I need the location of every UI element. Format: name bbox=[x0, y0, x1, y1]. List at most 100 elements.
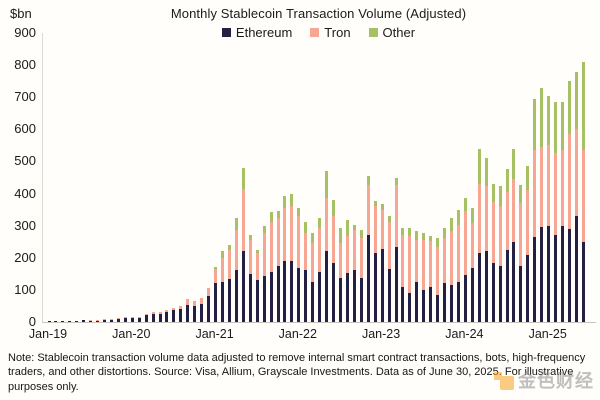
bar-jun-23-ethereum bbox=[415, 281, 419, 322]
footnote: Note: Stablecoin transaction volume data… bbox=[8, 352, 586, 393]
bar-jul-22-ethereum bbox=[338, 278, 342, 322]
bar-aug-23-tron bbox=[429, 241, 433, 287]
bar-jan-23-ethereum bbox=[380, 248, 384, 322]
bar-apr-22-ethereum bbox=[318, 271, 322, 322]
bar-jan-20-ethereum bbox=[130, 317, 134, 322]
bar-jun-25-other bbox=[581, 61, 585, 151]
bar-may-19-ethereum bbox=[75, 320, 79, 322]
bar-feb-25-ethereum bbox=[554, 235, 558, 322]
bar-feb-22-ethereum bbox=[304, 269, 308, 322]
bar-feb-21-tron bbox=[221, 257, 224, 282]
bar-sep-20-tron bbox=[186, 299, 190, 305]
bar-jul-20-ethereum bbox=[172, 309, 176, 322]
bar-mar-21-tron bbox=[227, 249, 231, 279]
bar-jul-20-tron bbox=[172, 307, 176, 310]
bar-jan-25-tron bbox=[547, 145, 551, 226]
bar-may-23-other bbox=[408, 227, 412, 237]
x-tick-jan-24: Jan-24 bbox=[445, 327, 484, 341]
y-tick-800: 800 bbox=[14, 57, 36, 73]
bar-feb-23-tron bbox=[387, 222, 391, 270]
bar-oct-24-tron bbox=[526, 190, 530, 255]
bar-nov-19-ethereum bbox=[116, 318, 120, 322]
bar-jun-20-tron bbox=[165, 310, 169, 313]
bar-may-25-other bbox=[574, 71, 578, 130]
bar-jul-24-other bbox=[505, 168, 509, 192]
bar-sep-24-other bbox=[519, 184, 523, 204]
bar-feb-22-tron bbox=[304, 233, 308, 270]
bar-dec-20-ethereum bbox=[207, 296, 211, 322]
golden-finance-logo-icon bbox=[494, 370, 514, 390]
bar-jan-19-ethereum bbox=[47, 321, 51, 322]
bar-jul-19-ethereum bbox=[89, 320, 93, 322]
bar-jan-21-ethereum bbox=[214, 283, 218, 322]
bar-feb-20-tron bbox=[137, 316, 141, 318]
bar-aug-22-other bbox=[345, 219, 349, 237]
bar-dec-19-ethereum bbox=[123, 318, 127, 322]
bar-mar-22-ethereum bbox=[311, 281, 315, 322]
bar-apr-24-tron bbox=[484, 186, 488, 252]
bar-apr-22-other bbox=[318, 218, 322, 229]
bar-jul-24-ethereum bbox=[505, 249, 509, 322]
bar-jul-21-ethereum bbox=[255, 280, 259, 322]
bar-apr-23-other bbox=[401, 228, 405, 235]
bar-jun-23-other bbox=[415, 231, 419, 240]
bar-jun-20-ethereum bbox=[165, 312, 169, 322]
bar-apr-19-ethereum bbox=[68, 321, 72, 322]
bar-sep-22-ethereum bbox=[352, 269, 356, 322]
bar-mar-25-tron bbox=[561, 150, 565, 226]
bar-feb-25-tron bbox=[554, 153, 558, 236]
bar-dec-22-other bbox=[373, 200, 377, 207]
bar-nov-24-other bbox=[533, 98, 537, 151]
bar-feb-21-ethereum bbox=[221, 281, 224, 322]
bar-jan-24-tron bbox=[463, 211, 467, 275]
bar-sep-24-ethereum bbox=[519, 265, 523, 322]
bar-mar-22-other bbox=[311, 233, 315, 244]
bar-nov-21-ethereum bbox=[283, 261, 287, 322]
bar-nov-23-other bbox=[450, 217, 454, 232]
bar-mar-24-tron bbox=[477, 184, 481, 253]
bar-may-21-ethereum bbox=[241, 251, 245, 322]
bar-dec-24-other bbox=[540, 87, 544, 147]
y-tick-0: 0 bbox=[28, 314, 36, 329]
bar-oct-22-tron bbox=[359, 238, 363, 279]
bar-oct-21-other bbox=[276, 211, 280, 218]
bar-oct-24-other bbox=[526, 165, 530, 191]
bar-dec-19-tron bbox=[123, 317, 127, 319]
bar-oct-21-tron bbox=[276, 217, 280, 267]
bar-apr-23-tron bbox=[401, 235, 405, 287]
bar-dec-23-ethereum bbox=[456, 281, 460, 322]
bar-jul-23-tron bbox=[422, 239, 426, 290]
bar-feb-23-ethereum bbox=[387, 269, 391, 322]
bar-dec-21-other bbox=[290, 193, 294, 207]
bar-aug-23-ethereum bbox=[429, 286, 433, 322]
bar-nov-23-ethereum bbox=[450, 284, 454, 322]
bar-mar-21-ethereum bbox=[227, 278, 231, 322]
legend-item-tron: Tron bbox=[310, 25, 351, 40]
bar-nov-20-tron bbox=[200, 298, 204, 305]
bar-may-24-ethereum bbox=[491, 262, 495, 322]
bar-feb-24-ethereum bbox=[470, 268, 474, 322]
legend-label: Other bbox=[382, 25, 416, 40]
bar-oct-23-ethereum bbox=[443, 283, 447, 322]
chart-title: Monthly Stablecoin Transaction Volume (A… bbox=[170, 6, 467, 21]
bar-feb-23-other bbox=[387, 215, 391, 223]
legend-item-ethereum: Ethereum bbox=[221, 25, 292, 40]
bar-apr-21-tron bbox=[234, 229, 238, 270]
bar-mar-23-tron bbox=[394, 184, 398, 247]
watermark: 金色财经 bbox=[494, 367, 594, 393]
bar-jun-25-ethereum bbox=[581, 241, 585, 322]
bar-nov-21-tron bbox=[283, 207, 287, 262]
bar-jan-22-ethereum bbox=[297, 268, 301, 322]
y-axis-unit-label: $bn bbox=[10, 6, 32, 21]
bar-jun-21-other bbox=[248, 235, 252, 241]
bar-sep-20-ethereum bbox=[186, 304, 190, 322]
bar-jun-21-ethereum bbox=[248, 273, 252, 322]
bar-aug-20-ethereum bbox=[179, 309, 183, 322]
bar-aug-21-other bbox=[262, 226, 266, 234]
y-tick-100: 100 bbox=[14, 281, 36, 297]
bar-apr-23-ethereum bbox=[401, 286, 405, 322]
bar-may-25-tron bbox=[574, 129, 578, 217]
bar-dec-21-tron bbox=[290, 206, 294, 261]
bar-aug-24-tron bbox=[512, 179, 516, 242]
bar-feb-22-other bbox=[304, 221, 308, 234]
